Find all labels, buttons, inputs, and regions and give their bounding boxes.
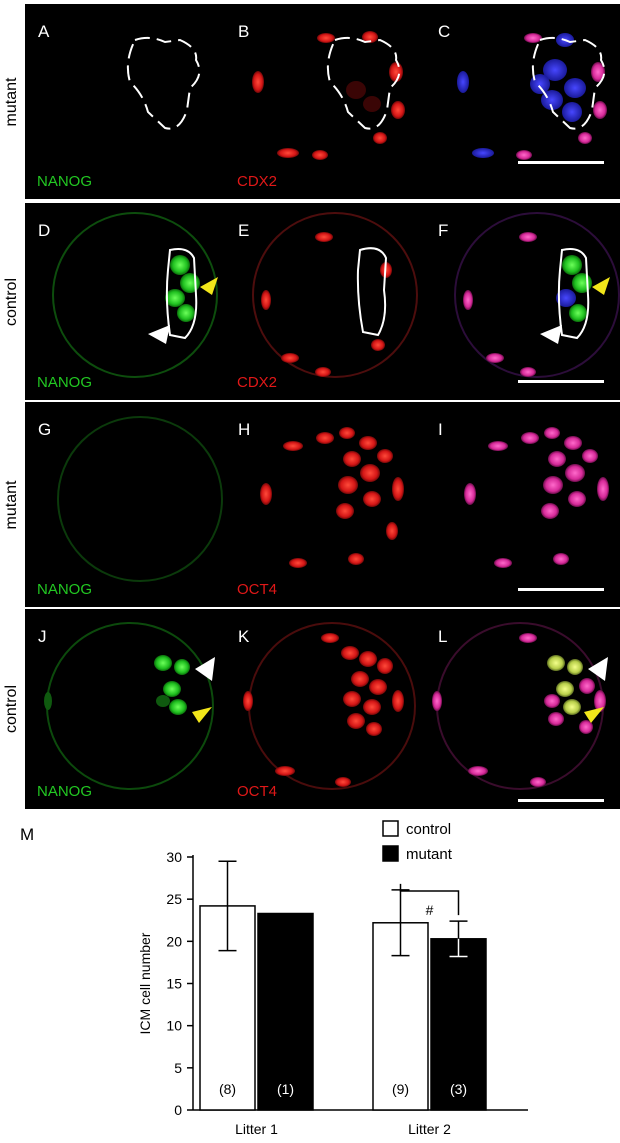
- panel-letter-D: D: [38, 221, 51, 240]
- panel-G: [57, 416, 223, 582]
- panel-K: [243, 622, 416, 790]
- y-tick-label: 30: [166, 849, 182, 865]
- channel-label-K: OCT4: [237, 783, 278, 800]
- panel-D: [52, 212, 218, 378]
- panel-J: [44, 622, 215, 790]
- y-tick-label: 10: [166, 1018, 182, 1034]
- panel-letter-I: I: [438, 420, 443, 439]
- panel-A: [126, 36, 201, 130]
- y-axis-label: ICM cell number: [137, 932, 153, 1034]
- panel-B: [252, 31, 405, 160]
- row-label-0: mutant: [3, 77, 20, 126]
- channel-label-B: CDX2: [237, 173, 278, 190]
- y-tick-label: 0: [174, 1102, 182, 1118]
- y-tick-label: 15: [166, 976, 182, 992]
- panel-L: [432, 622, 608, 790]
- channel-label-H: OCT4: [237, 581, 278, 598]
- panel-letter-E: E: [238, 221, 250, 240]
- n-label: (1): [277, 1081, 294, 1097]
- x-tick-label: Litter 1: [235, 1121, 278, 1137]
- panel-H: [260, 427, 404, 568]
- n-label: (8): [219, 1081, 236, 1097]
- legend-swatch-control: [382, 820, 399, 837]
- panel-I: [464, 427, 609, 568]
- panel-letter-K: K: [238, 627, 250, 646]
- micrograph-block-oct4: [0, 401, 620, 811]
- legend-swatch-mutant: [382, 845, 399, 862]
- panel-C: [457, 33, 607, 160]
- panel-letter-H: H: [238, 420, 251, 439]
- micrograph-block-cdx2: [0, 0, 620, 401]
- n-label: (3): [450, 1081, 467, 1097]
- x-tick-label: Litter 2: [408, 1121, 451, 1137]
- channel-label-A: NANOG: [37, 173, 93, 190]
- row-label-3: control: [3, 684, 20, 734]
- scale-bar: [518, 380, 604, 383]
- channel-label-E: CDX2: [237, 374, 278, 391]
- significance-bracket: [399, 883, 460, 916]
- panel-letter-G: G: [38, 420, 52, 439]
- panel-letter-F: F: [438, 221, 449, 240]
- significance-marker: #: [426, 902, 434, 918]
- legend-label-control: control: [406, 821, 451, 838]
- scale-bar: [518, 588, 604, 591]
- row-label-1: control: [3, 277, 20, 326]
- row-label-2: mutant: [3, 480, 20, 529]
- panel-letter-A: A: [38, 22, 50, 41]
- channel-label-D: NANOG: [37, 374, 93, 391]
- bar-mutant-0: [257, 912, 314, 1111]
- y-tick-label: 5: [174, 1060, 182, 1076]
- n-label: (9): [392, 1081, 409, 1097]
- y-tick-label: 20: [166, 933, 182, 949]
- icm-bar-chart: M 0 5 10 15 20 25 30 ICM cell number (8) (1) Litter…: [20, 820, 528, 1137]
- micrograph-oct4-svg: [25, 402, 620, 809]
- channel-label-J: NANOG: [37, 783, 93, 800]
- panel-letter-C: C: [438, 22, 451, 41]
- panel-letter-M: M: [20, 825, 34, 844]
- bar-mutant-1: [430, 938, 487, 1111]
- y-tick-label: 25: [166, 891, 182, 907]
- panel-letter-L: L: [438, 627, 448, 646]
- panel-F: [454, 212, 620, 378]
- legend-label-mutant: mutant: [406, 846, 453, 863]
- panel-letter-J: J: [38, 627, 47, 646]
- panel-letter-B: B: [238, 22, 250, 41]
- micrograph-cdx2-svg: [25, 4, 620, 400]
- channel-label-G: NANOG: [37, 581, 93, 598]
- scale-bar: [518, 799, 604, 802]
- panel-E: [252, 212, 418, 378]
- scale-bar: [518, 161, 604, 164]
